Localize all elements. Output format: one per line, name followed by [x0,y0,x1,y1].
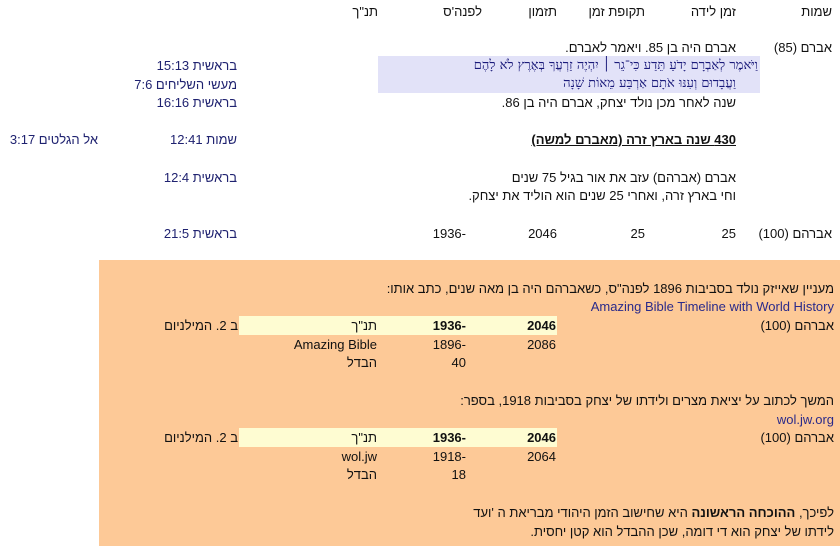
block1-row1-timing: 2046 [527,318,556,333]
block1-row3-label: הבדל [346,355,377,370]
block2-row2-bce: -1918 [432,449,466,464]
conclusion-bold: ההוכחה הראשונה [691,505,796,520]
highlight-row-2 [239,428,557,447]
ref-genesis-16-16[interactable]: בראשית 16:16 [156,95,237,110]
isaac-born-text: שנה לאחר מכן נולד יצחק, אברם היה בן 86. [501,95,736,110]
block2-row1-bce: -1936 [432,430,466,445]
note-intro-amazing-bible: מעניין שאייזק נולד בסביבות 1896 לפנה"ס, … [386,281,834,296]
block2-row3-diff: 18 [451,467,466,482]
abraham-100-period: 25 [630,226,645,241]
column-header-names: שמות [801,4,832,19]
conclusion-pre: לפיכך, [795,505,834,520]
abraham-100-bce: -1936 [432,226,466,241]
link-amazing-bible-timeline[interactable]: Amazing Bible Timeline with World Histor… [590,299,834,314]
scripture-quote-line-2: וַעֲבָדוּם וְעִנּוּ אֹתָם אַרְבַּע מֵאוֹ… [563,76,736,91]
ref-galatians-3-17[interactable]: אל הגלטים 3:17 [9,132,98,147]
block1-name: אברהם (100) [760,318,834,333]
column-header-period: תקופת זמן [588,4,645,19]
highlight-row-1 [239,316,557,335]
ref-genesis-21-5[interactable]: בראשית 21:5 [163,226,237,241]
block2-row2-timing: 2064 [527,449,556,464]
conclusion-line-1: לפיכך, ההוכחה הראשונה היא שחישוב הזמן הי… [473,505,834,520]
row-name-abram-85: אברם (85) [773,40,832,55]
column-header-timing: תזמון [528,4,557,19]
block2-row2-source: wol.jw [341,449,377,464]
ref-genesis-15-13[interactable]: בראשית 15:13 [156,58,237,73]
block1-row1-source: תנ"ך [351,318,377,333]
block2-row1-timing: 2046 [527,430,556,445]
column-header-birth-time: זמן לידה [690,4,736,19]
note-box [99,260,840,546]
abram-85-text: אברם היה בן 85. ויאמר לאברם. [565,40,736,55]
row-name-abraham-100: אברהם (100) [758,226,832,241]
abraham-100-timing: 2046 [528,226,557,241]
section-title-430-years: 430 שנה בארץ זרה (מאברם למשה) [531,132,736,147]
note-intro-wol-jw: המשך לכתוב על יציאת מצרים ולידתו של יצחק… [460,393,834,408]
conclusion-line-2: .לידתו של יצחק הוא די דומה, שכן ההבדל הו… [530,524,834,539]
link-wol-jw-org[interactable]: wol.jw.org [776,412,834,427]
ref-exodus-12-41[interactable]: שמות 12:41 [170,132,237,147]
scripture-quote-line-1: וַיֹּאמֶר לְאַבְרָם יָדֹעַ תֵּדַע כִּי־ג… [473,58,758,73]
block1-row2-bce: -1896 [432,337,466,352]
abram-left-ur-text: אברם (אברהם) עזב את אור בגיל 75 שנים [511,170,736,185]
abraham-100-birth-time: 25 [721,226,736,241]
quote-highlight [378,56,760,93]
block1-row2-timing: 2086 [527,337,556,352]
block1-row1-bce: -1936 [432,318,466,333]
block1-row2-source: Amazing Bible [293,337,377,352]
abram-foreign-land-text: וחי בארץ זרה, ואחרי 25 שנים הוא הוליד את… [468,188,736,203]
block2-row1-source: תנ"ך [351,430,377,445]
conclusion-post: היא שחישוב הזמן היהודי מבריאת ה 'ועד [473,505,692,520]
block1-row1-note: ב 2. המילניום [164,318,238,333]
block2-row3-label: הבדל [346,467,377,482]
ref-acts-7-6[interactable]: מעשי השליחים 7:6 [134,77,237,92]
ref-genesis-12-4[interactable]: בראשית 12:4 [163,170,237,185]
block2-row1-note: ב 2. המילניום [164,430,238,445]
column-header-tanakh: תנ"ך [352,4,378,19]
block1-row3-diff: 40 [451,355,466,370]
block2-name: אברהם (100) [760,430,834,445]
column-header-bce: לפנה'ס [443,4,482,19]
